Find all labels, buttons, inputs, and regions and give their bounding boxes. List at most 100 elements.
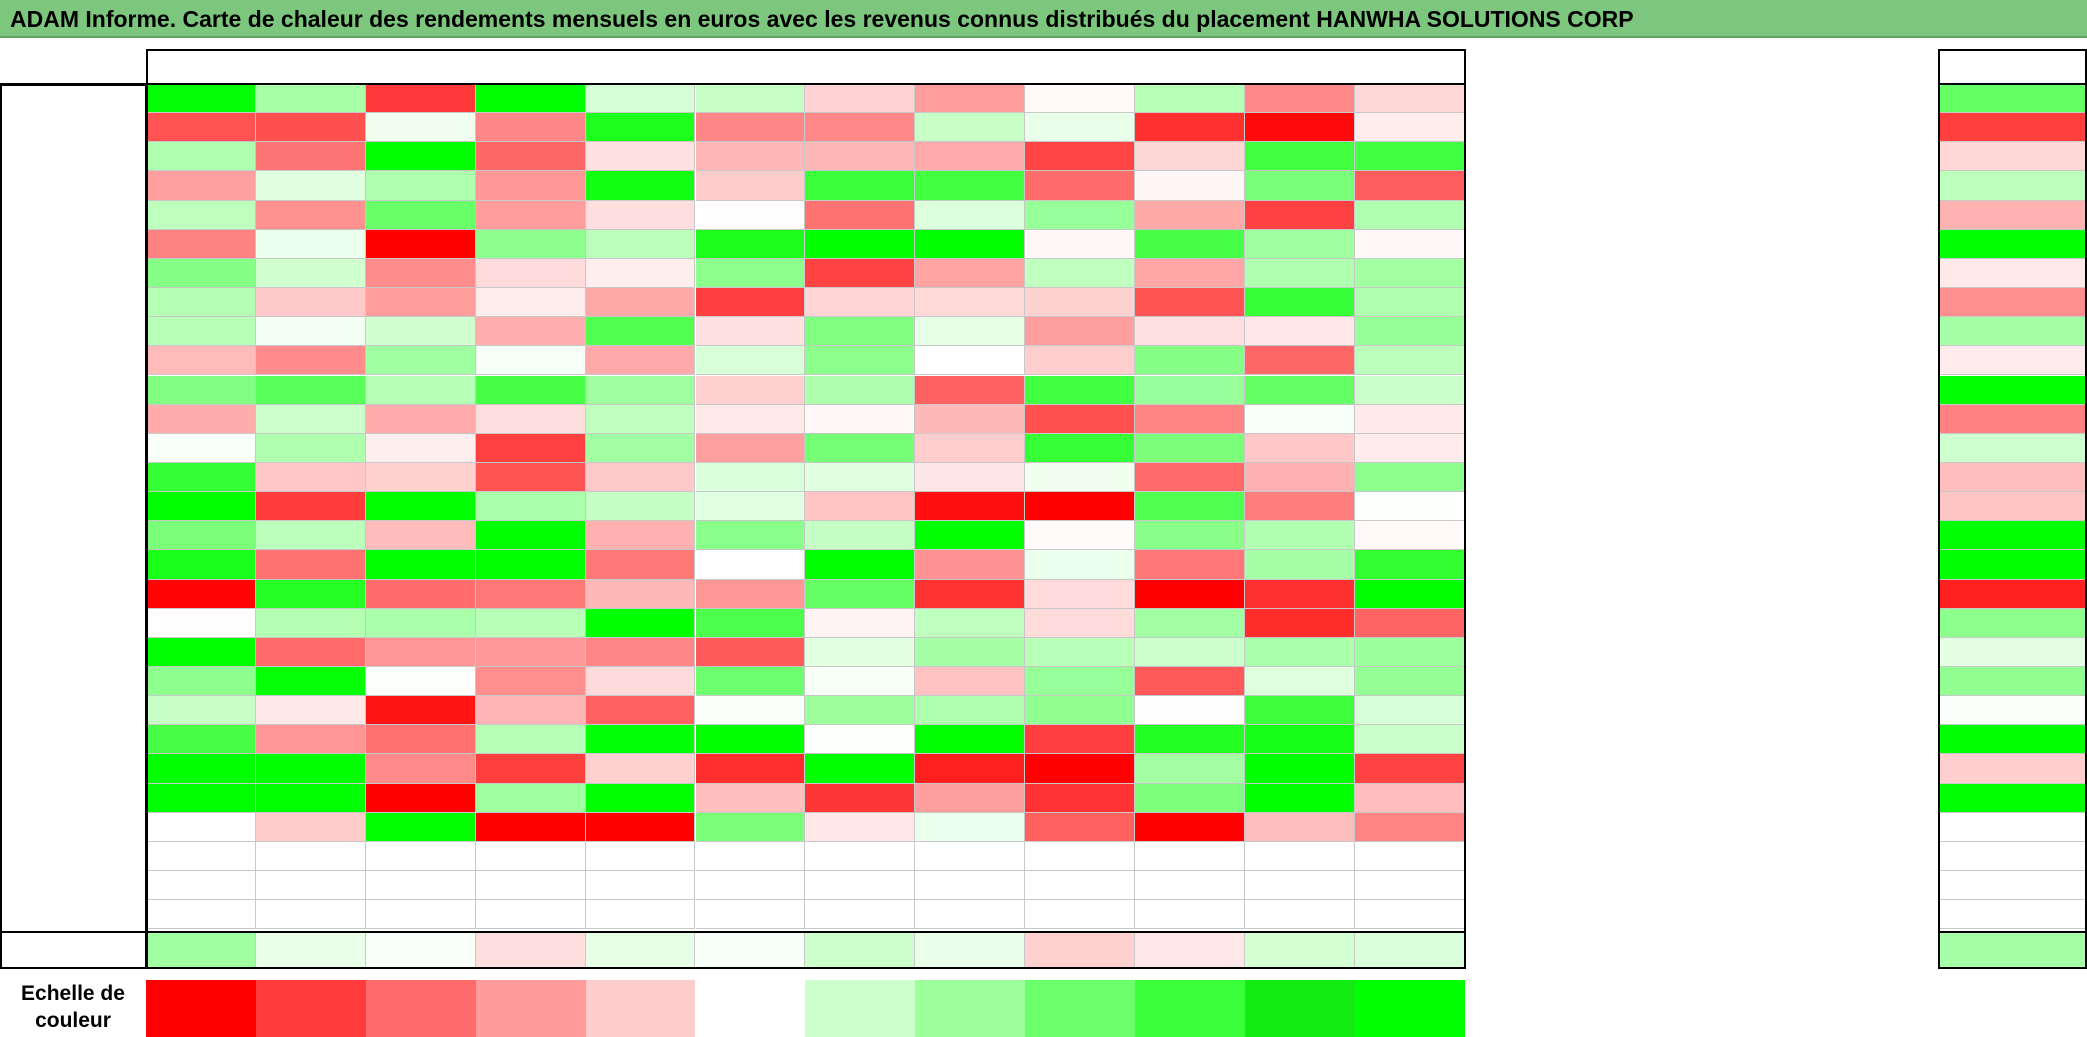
heatmap-cell [475,229,586,259]
heatmap-cell [585,492,696,522]
heatmap-cell [805,579,916,609]
year-label [0,259,146,288]
annual-cell [1938,492,2087,522]
year-label [0,113,146,142]
heatmap-cell [1245,113,1355,143]
year-label [0,609,146,638]
heatmap-cell [1245,229,1355,259]
heatmap-cell [805,375,916,405]
heatmap-cell [805,841,916,872]
heatmap-cell [255,667,366,697]
heatmap-cell [1025,258,1136,289]
heatmap-cell [475,142,586,172]
heatmap-cell [255,521,366,551]
heatmap-cell [1135,696,1245,726]
heatmap-cell [585,900,696,930]
heatmap-cell [915,725,1026,755]
heatmap-cell [255,579,366,609]
heatmap-cell [475,258,586,289]
heatmap-cell [146,725,256,755]
heatmap-cell [915,521,1026,551]
heatmap-cell [1135,725,1245,755]
heatmap-cell [695,200,806,230]
heatmap-cell [365,900,476,930]
heatmap-cell [255,84,366,114]
heatmap-cell [915,171,1026,201]
heatmap-cell [475,521,586,551]
heatmap-cell [915,754,1026,784]
heatmap-cell [1025,579,1136,609]
heatmap-cell [1025,404,1136,434]
heatmap-cell [805,404,916,434]
heatmap-cell [146,375,256,405]
heatmap-cell [915,579,1026,609]
year-label [0,696,146,725]
heatmap-cell [475,288,586,318]
heatmap-cell [585,229,696,259]
heatmap-cell [1135,346,1245,376]
heatmap-cell [915,317,1026,347]
heatmap-cell [915,84,1026,114]
heatmap-cell [1245,550,1355,580]
heatmap-cell [915,812,1026,842]
month-header [1025,49,1135,84]
annual-cell [1938,433,2087,463]
heatmap-cell [805,550,916,580]
annual-cell [1938,84,2087,114]
heatmap-cell [805,433,916,463]
year-label [0,288,146,317]
heatmap-cell [1135,375,1245,405]
heatmap-cell [1025,113,1136,143]
heatmap-cell [585,812,696,842]
heatmap-cell [1354,258,1465,289]
heatmap-cell [475,812,586,842]
heatmap-cell [475,492,586,522]
heatmap-cell [1135,900,1245,930]
heatmap-cell [1025,871,1136,901]
heatmap-cell [255,200,366,230]
heatmap-cell [475,433,586,463]
month-header [696,49,806,84]
heatmap-cell [365,492,476,522]
heatmap-cell [475,462,586,493]
annual-cell [1938,667,2087,697]
heatmap-cell [365,462,476,493]
heatmap-cell [1354,84,1465,114]
heatmap-cell [915,258,1026,289]
heatmap-cell [1354,550,1465,580]
year-label [0,463,146,492]
heatmap-cell [805,637,916,667]
heatmap-cell [1245,84,1355,114]
month-header [586,49,696,84]
heatmap-cell [365,696,476,726]
heatmap-cell [915,433,1026,463]
heatmap-cell [1135,637,1245,667]
average-cell [255,932,366,969]
average-cell [1025,932,1136,969]
heatmap-cell [1135,667,1245,697]
heatmap-cell [1245,142,1355,172]
heatmap-cell [475,404,586,434]
heatmap-cell [146,84,256,114]
heatmap-cell [805,258,916,289]
heatmap-cell [1025,433,1136,463]
heatmap-cell [1354,871,1465,901]
heatmap-cell [1245,200,1355,230]
heatmap-cell [365,871,476,901]
heatmap-cell [1245,754,1355,784]
heatmap-cell [805,754,916,784]
average-cell [146,932,256,969]
heatmap-cell [255,317,366,347]
heatmap-cell [1135,200,1245,230]
year-label [0,434,146,463]
heatmap-cell [1025,229,1136,259]
heatmap-cell [255,841,366,872]
heatmap-cell [695,841,806,872]
heatmap-cell [1135,608,1245,638]
heatmap-cell [695,113,806,143]
heatmap-cell [1245,871,1355,901]
heatmap-cell [146,521,256,551]
average-cell [695,932,806,969]
average-cell [1135,932,1245,969]
heatmap-cell [1245,521,1355,551]
